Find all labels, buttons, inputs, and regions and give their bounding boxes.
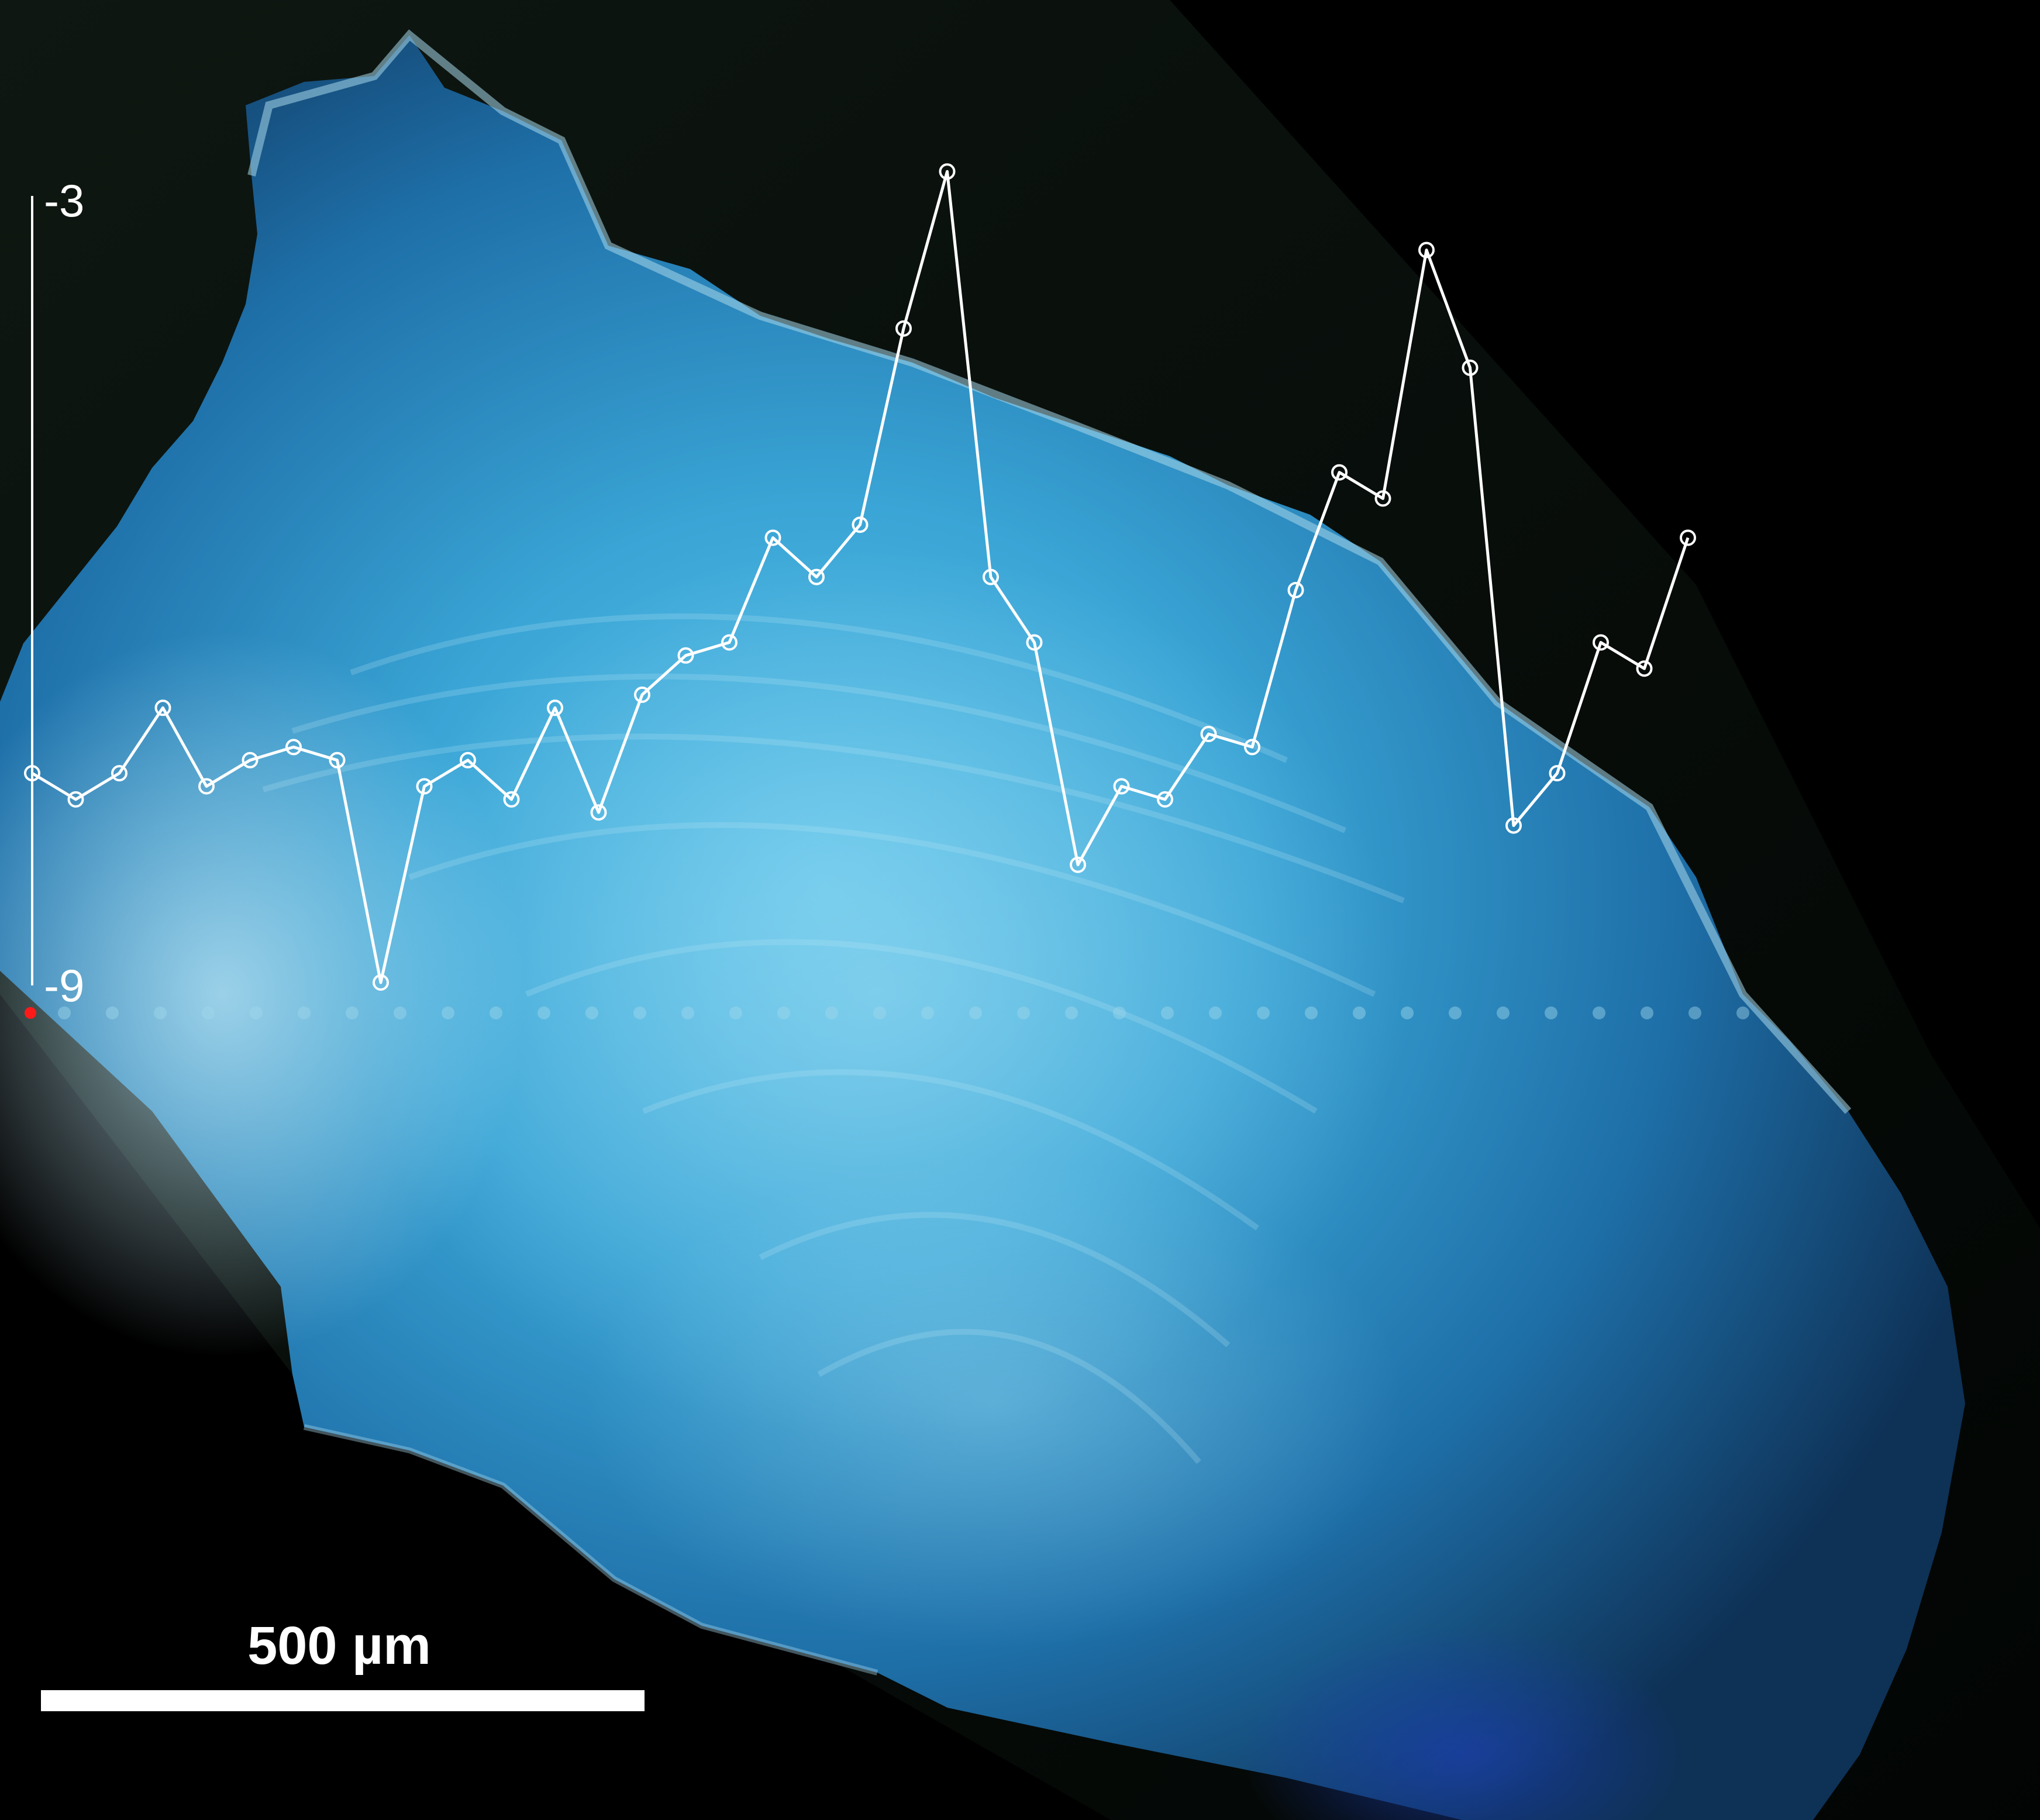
ablation-spot — [346, 1006, 359, 1019]
ablation-spot — [1353, 1006, 1366, 1019]
scale-bar-panel: 500 µm — [29, 1607, 649, 1718]
ablation-spot — [969, 1006, 982, 1019]
profile-point — [1462, 359, 1479, 376]
ablation-spot — [1305, 1006, 1318, 1019]
y-axis-bottom-label: -9 — [44, 960, 84, 1011]
ablation-spot — [1641, 1006, 1653, 1019]
profile-point — [852, 516, 869, 533]
profile-point — [721, 634, 738, 651]
growth-bands — [262, 613, 1405, 1464]
profile-point — [67, 791, 84, 808]
ablation-spot — [202, 1006, 215, 1019]
specimen-rim — [247, 29, 1852, 1114]
ablation-spot — [442, 1006, 454, 1019]
ablation-spot — [394, 1006, 406, 1019]
ablation-spot — [1545, 1006, 1557, 1019]
ablation-spot — [1257, 1006, 1270, 1019]
profile-point — [1374, 490, 1391, 507]
isotope-profile-line — [31, 170, 1690, 984]
profile-point — [1418, 242, 1435, 258]
profile-point — [1549, 765, 1566, 782]
profile-point — [373, 974, 389, 991]
profile-point — [416, 778, 433, 795]
ablation-spot — [1065, 1006, 1078, 1019]
ablation-spot — [825, 1006, 838, 1019]
profile-point — [634, 686, 650, 703]
scale-bar-label: 500 µm — [247, 1616, 431, 1676]
profile-point — [242, 752, 259, 768]
profile-point — [1680, 529, 1696, 546]
ablation-spot-track — [58, 1006, 1749, 1019]
ablation-spot — [681, 1006, 694, 1019]
ablation-spot — [1161, 1006, 1174, 1019]
ablation-spot — [537, 1006, 550, 1019]
profile-point — [1157, 791, 1173, 808]
specimen-glow-left — [0, 632, 526, 1357]
ablation-spot — [633, 1006, 646, 1019]
ablation-spot — [1736, 1006, 1749, 1019]
ablation-spot — [154, 1006, 167, 1019]
profile-point — [983, 568, 999, 585]
profile-point — [1593, 634, 1609, 651]
ablation-spot — [1401, 1006, 1414, 1019]
ablation-spot — [250, 1006, 263, 1019]
profile-point — [285, 739, 302, 756]
specimen-glow-lower — [585, 1158, 1404, 1649]
profile-point — [895, 320, 912, 337]
ablation-spot — [585, 1006, 598, 1019]
isotope-profile-points — [24, 163, 1696, 991]
profile-point — [808, 568, 825, 585]
profile-point — [1200, 726, 1217, 742]
ablation-spot — [873, 1006, 886, 1019]
transect-start-marker — [25, 1007, 36, 1019]
ablation-spot — [777, 1006, 790, 1019]
specimen-rim-lower — [303, 1424, 878, 1676]
profile-point — [1026, 634, 1043, 651]
ablation-spot — [921, 1006, 934, 1019]
profile-point — [198, 778, 215, 795]
profile-point — [154, 699, 171, 716]
ablation-spot — [490, 1006, 502, 1019]
profile-point — [1636, 660, 1653, 677]
profile-point — [547, 699, 563, 716]
specimen-deep-blue — [1240, 1626, 1684, 1820]
ablation-spot — [298, 1006, 311, 1019]
ablation-spot — [1017, 1006, 1030, 1019]
profile-point — [764, 529, 781, 546]
background-upper — [351, 0, 2040, 1257]
scale-bar — [41, 1690, 645, 1711]
ablation-spot — [1497, 1006, 1510, 1019]
ablation-spot — [1449, 1006, 1462, 1019]
profile-point — [1331, 464, 1348, 481]
profile-point — [329, 752, 346, 768]
ablation-spot — [58, 1006, 71, 1019]
profile-point — [1113, 778, 1130, 795]
profile-point — [1070, 856, 1086, 873]
profile-point — [1244, 739, 1260, 756]
ablation-spot — [1688, 1006, 1701, 1019]
profile-point — [503, 791, 520, 808]
profile-point — [24, 765, 40, 782]
profile-point — [677, 647, 694, 664]
ablation-spot — [729, 1006, 742, 1019]
profile-point — [111, 765, 128, 782]
ablation-spot — [106, 1006, 119, 1019]
profile-point — [1287, 582, 1304, 598]
ablation-spot — [1209, 1006, 1222, 1019]
profile-point — [939, 163, 956, 180]
profile-point — [590, 804, 607, 821]
ablation-spot — [1593, 1006, 1605, 1019]
y-axis-top-label: -3 — [44, 175, 84, 226]
profile-point — [460, 752, 476, 768]
profile-point — [1505, 817, 1522, 834]
ablation-spot — [1113, 1006, 1126, 1019]
